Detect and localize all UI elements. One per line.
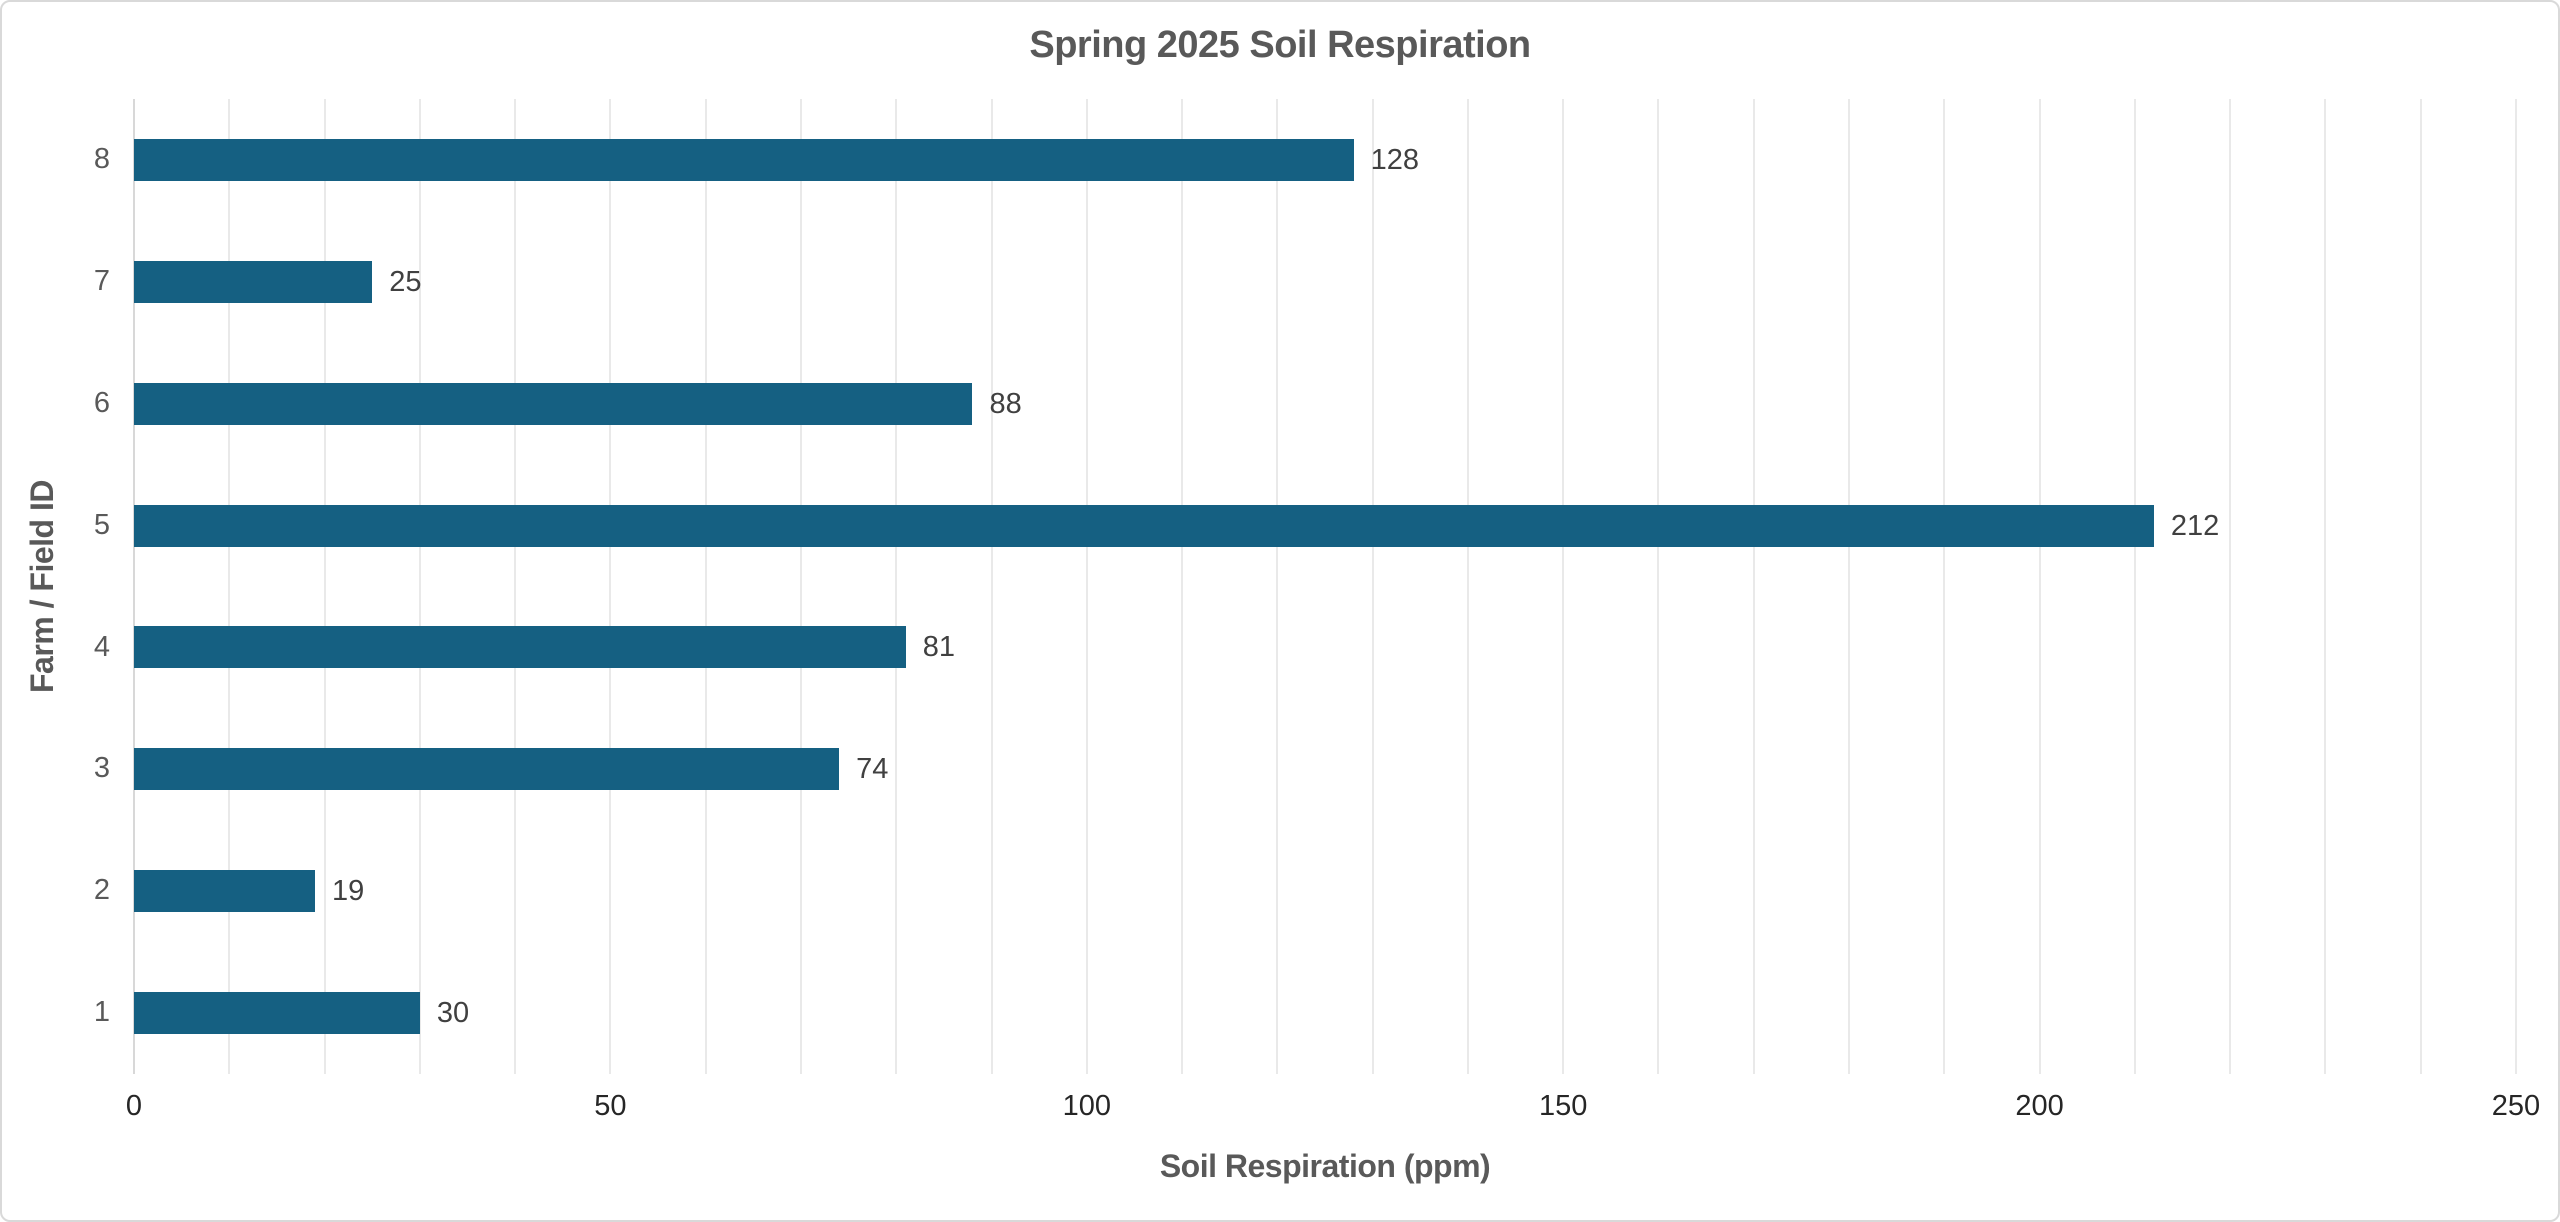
gridline: [323, 99, 326, 1074]
bar-value-label: 30: [436, 997, 470, 1030]
gridline: [1848, 99, 1851, 1074]
bar-value-label: 19: [332, 875, 365, 908]
gridline: [418, 99, 421, 1074]
y-tick-label: 4: [93, 630, 110, 663]
gridline: [799, 99, 802, 1074]
gridline: [1657, 99, 1660, 1074]
bar-value-label: 74: [856, 753, 889, 786]
bar-row: 19: [134, 830, 2516, 952]
y-tick-label: 2: [93, 874, 110, 907]
bar: [134, 504, 2154, 547]
bar-row: 128: [134, 99, 2516, 221]
x-tick-label: 50: [594, 1090, 627, 1122]
bar-row: 74: [134, 708, 2516, 830]
gridline: [2229, 99, 2232, 1074]
gridline: [2324, 99, 2327, 1074]
x-tick-label: 250: [2491, 1090, 2541, 1122]
x-tick-label: 100: [1062, 1090, 1111, 1122]
gridline: [1181, 99, 1184, 1074]
bar-value-label: 81: [922, 631, 956, 664]
gridline: [704, 99, 707, 1074]
gridline: [1562, 99, 1565, 1074]
bar: [134, 870, 316, 913]
gridline: [1085, 99, 1088, 1074]
gridline: [2133, 99, 2136, 1074]
bar: [134, 992, 420, 1035]
y-tick-label: 3: [93, 752, 110, 785]
gridline: [895, 99, 898, 1074]
chart-title: Spring 2025 Soil Respiration: [1029, 24, 1531, 66]
y-tick-label: 7: [93, 264, 110, 297]
bar-row: 81: [134, 587, 2516, 709]
bar-value-label: 212: [2170, 509, 2220, 542]
gridline: [1466, 99, 1469, 1074]
bar-row: 88: [134, 343, 2516, 465]
bar: [134, 138, 1354, 181]
gridline: [2038, 99, 2041, 1074]
bar: [134, 382, 973, 425]
bar-row: 212: [134, 465, 2516, 587]
x-tick-label: 150: [1538, 1090, 1588, 1122]
x-tick-label: 0: [125, 1090, 143, 1122]
gridline: [2515, 99, 2517, 1074]
bar-value-label: 88: [989, 387, 1022, 420]
bar-row: 30: [134, 952, 2516, 1074]
bar: [134, 260, 373, 303]
bar-value-label: 25: [389, 265, 422, 298]
x-tick-label: 200: [2015, 1090, 2064, 1122]
gridline: [609, 99, 612, 1074]
plot-area: 128 25 88 212 81 74 19 30: [133, 99, 2517, 1074]
y-tick-label: 8: [93, 143, 110, 175]
gridline: [990, 99, 993, 1074]
gridline: [1371, 99, 1374, 1074]
y-tick-label: 6: [93, 386, 110, 419]
gridline: [514, 99, 517, 1074]
bar: [134, 748, 840, 791]
y-tick-label: 5: [93, 508, 110, 541]
bar: [134, 626, 906, 669]
gridline: [1276, 99, 1279, 1074]
y-tick-label: 1: [93, 996, 110, 1029]
x-axis-title: Soil Respiration (ppm): [1159, 1148, 1491, 1184]
bar-value-label: 128: [1370, 143, 1419, 176]
gridline: [2419, 99, 2422, 1074]
bar-row: 25: [134, 221, 2516, 343]
gridline: [228, 99, 231, 1074]
axis-zero-gridline: [133, 99, 135, 1074]
gridline: [1943, 99, 1946, 1074]
gridline: [1752, 99, 1755, 1074]
